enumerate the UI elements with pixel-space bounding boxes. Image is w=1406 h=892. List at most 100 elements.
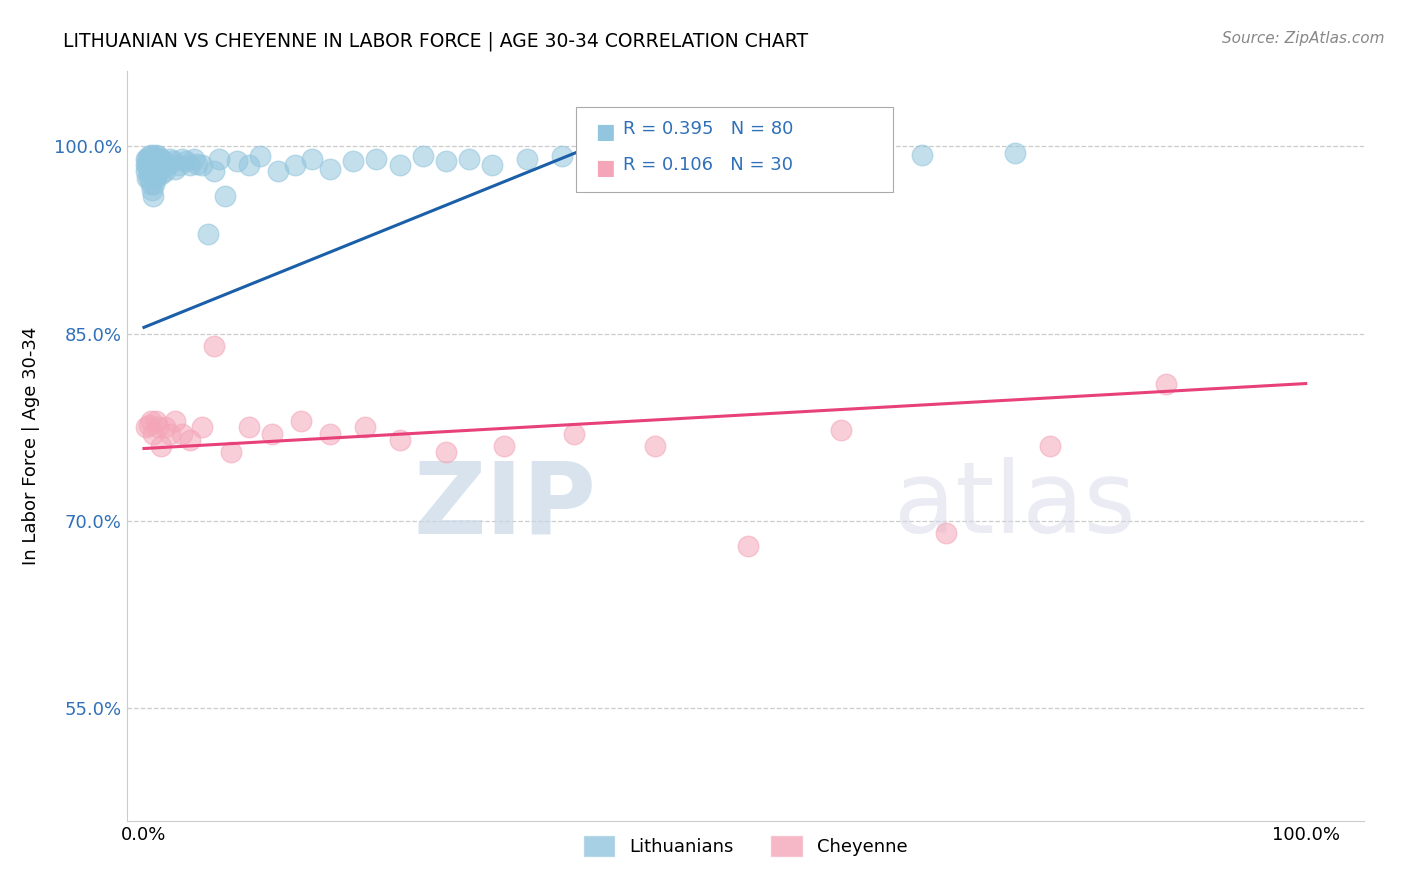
Point — [142, 149, 165, 163]
Point — [145, 170, 167, 185]
Point — [342, 154, 364, 169]
Point — [145, 167, 167, 181]
Point — [148, 152, 170, 166]
Point — [150, 152, 173, 166]
Text: R = 0.395   N = 80: R = 0.395 N = 80 — [623, 120, 793, 138]
Point — [353, 420, 375, 434]
Point — [135, 420, 157, 434]
Point — [290, 414, 312, 428]
Point — [319, 161, 342, 176]
Point — [167, 158, 190, 172]
Point — [388, 158, 411, 172]
Point — [146, 149, 169, 163]
Point — [136, 170, 159, 185]
Point — [141, 152, 163, 166]
Point — [191, 158, 214, 172]
Point — [494, 439, 516, 453]
Point — [142, 189, 165, 203]
Point — [156, 158, 179, 172]
Point — [136, 158, 159, 172]
Point — [935, 526, 957, 541]
Point — [165, 161, 187, 176]
Point — [690, 149, 713, 163]
Point — [197, 227, 219, 241]
Point — [830, 423, 852, 437]
Point — [458, 152, 481, 166]
Point — [783, 149, 806, 163]
Point — [225, 154, 247, 169]
Point — [1039, 439, 1062, 453]
Point — [366, 152, 388, 166]
Point — [183, 152, 205, 166]
Point — [172, 152, 194, 166]
Point — [153, 420, 176, 434]
Point — [139, 167, 162, 181]
Point — [266, 164, 288, 178]
Point — [434, 154, 457, 169]
Point — [319, 426, 342, 441]
Point — [644, 439, 666, 453]
Y-axis label: In Labor Force | Age 30-34: In Labor Force | Age 30-34 — [21, 326, 39, 566]
Point — [301, 152, 323, 166]
Point — [562, 426, 585, 441]
Point — [143, 152, 166, 166]
Point — [135, 152, 157, 166]
Point — [214, 189, 236, 203]
Point — [139, 152, 162, 166]
Text: Source: ZipAtlas.com: Source: ZipAtlas.com — [1222, 31, 1385, 46]
Point — [139, 177, 162, 191]
Point — [146, 161, 169, 176]
Point — [138, 417, 160, 432]
Point — [153, 164, 176, 178]
Point — [150, 167, 173, 181]
Point — [142, 426, 165, 441]
Text: ■: ■ — [595, 158, 614, 178]
Point — [145, 148, 167, 162]
Point — [165, 414, 187, 428]
Point — [238, 158, 260, 172]
Point — [148, 164, 170, 178]
Point — [145, 157, 167, 171]
Point — [179, 433, 201, 447]
Text: atlas: atlas — [894, 458, 1135, 555]
Point — [143, 161, 166, 176]
Point — [238, 420, 260, 434]
Point — [139, 414, 162, 428]
Legend: Lithuanians, Cheyenne: Lithuanians, Cheyenne — [575, 828, 915, 864]
Point — [139, 148, 162, 162]
Point — [172, 426, 194, 441]
Point — [138, 154, 160, 169]
Point — [737, 539, 759, 553]
Point — [145, 414, 167, 428]
Point — [150, 439, 173, 453]
Point — [434, 445, 457, 459]
Point — [725, 148, 748, 162]
Text: LITHUANIAN VS CHEYENNE IN LABOR FORCE | AGE 30-34 CORRELATION CHART: LITHUANIAN VS CHEYENNE IN LABOR FORCE | … — [63, 31, 808, 51]
Point — [284, 158, 307, 172]
Point — [191, 420, 214, 434]
Point — [139, 158, 162, 172]
Point — [1004, 145, 1026, 160]
Point — [146, 420, 169, 434]
Point — [136, 152, 159, 166]
Point — [412, 149, 434, 163]
Point — [1156, 376, 1178, 391]
Point — [208, 152, 231, 166]
Point — [481, 158, 503, 172]
Point — [551, 149, 574, 163]
Point — [911, 148, 934, 162]
Point — [135, 164, 157, 178]
Point — [159, 152, 181, 166]
Point — [186, 157, 208, 171]
Point — [841, 145, 863, 160]
Point — [202, 164, 225, 178]
Point — [159, 426, 181, 441]
Point — [138, 161, 160, 176]
Text: ZIP: ZIP — [413, 458, 596, 555]
Point — [152, 154, 174, 169]
Point — [516, 152, 538, 166]
Point — [162, 154, 184, 169]
Point — [388, 433, 411, 447]
Point — [149, 158, 172, 172]
Point — [143, 177, 166, 191]
